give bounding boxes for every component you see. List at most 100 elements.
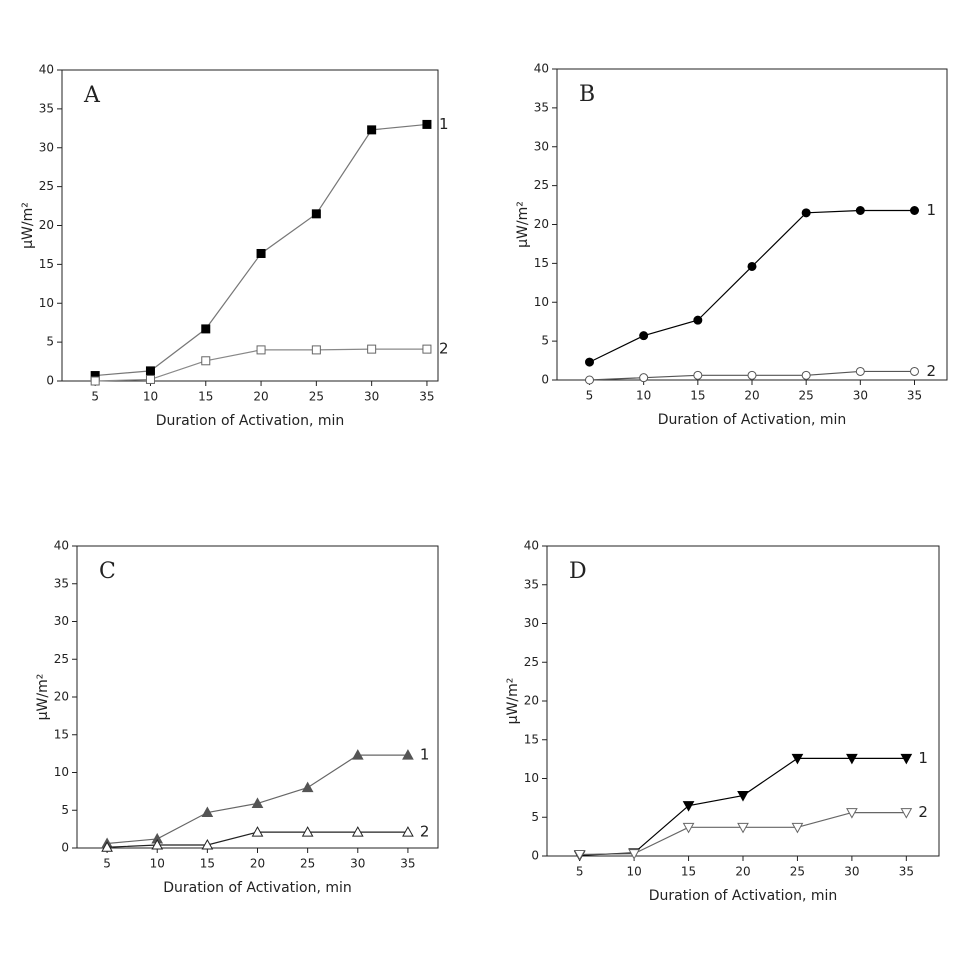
subplot: 0 5 10 15 20 25 30 35 40 5 10 15 20 25 30 35 Duration of…: [515, 62, 948, 428]
marker: [256, 248, 266, 258]
y-axis-label: μW/m²: [20, 202, 36, 249]
marker: [573, 849, 586, 861]
marker: [402, 749, 414, 760]
y-tick-label: 40: [39, 63, 54, 77]
series-name: 1: [420, 746, 430, 764]
marker: [351, 826, 364, 837]
marker: [747, 370, 757, 380]
marker: [367, 344, 377, 354]
marker: [145, 366, 155, 376]
marker: [251, 797, 264, 808]
marker: [682, 822, 695, 834]
series-name: 1: [439, 115, 449, 133]
y-tick-label: 30: [524, 616, 539, 630]
plot-frame: [556, 68, 948, 381]
x-tick-label: 5: [586, 389, 594, 403]
marker: [639, 331, 649, 341]
series-line: [579, 757, 907, 856]
x-tick-label: 15: [681, 865, 696, 879]
series-line: [589, 209, 915, 363]
y-tick-label: 35: [54, 576, 69, 590]
x-tick-label: 25: [799, 389, 814, 403]
x-tick-label: 20: [253, 390, 268, 404]
marker: [311, 209, 321, 219]
marker: [693, 315, 703, 325]
y-tick-label: 10: [534, 295, 549, 309]
panel-label: D: [569, 559, 587, 584]
marker: [256, 345, 266, 355]
x-axis-label: Duration of Activation, min: [156, 413, 345, 429]
y-tick-label: 15: [524, 732, 539, 746]
x-tick-label: 15: [690, 389, 705, 403]
marker: [585, 375, 594, 385]
x-tick-label: 20: [744, 389, 759, 403]
series-name: 2: [927, 362, 937, 380]
marker: [855, 206, 865, 216]
y-tick-label: 10: [39, 296, 54, 310]
y-axis-label: μW/m²: [35, 674, 51, 721]
y-tick-label: 35: [39, 101, 54, 115]
marker: [201, 838, 214, 850]
x-tick-label: 35: [419, 390, 434, 404]
y-tick-label: 30: [39, 140, 54, 154]
marker: [846, 753, 858, 765]
series-name: 2: [420, 823, 430, 841]
y-tick-label: 25: [54, 652, 69, 666]
marker: [791, 822, 804, 834]
series-line: [579, 812, 907, 856]
y-tick-label: 0: [531, 849, 539, 863]
marker: [367, 125, 377, 135]
x-tick-label: 35: [400, 857, 415, 871]
marker: [910, 206, 919, 216]
x-tick-label: 10: [626, 865, 641, 879]
x-tick-label: 30: [844, 865, 859, 879]
marker: [251, 826, 264, 837]
marker: [351, 749, 364, 760]
y-tick-label: 35: [534, 100, 549, 114]
marker: [639, 373, 649, 383]
subplot: 0 5 10 15 20 25 30 35 40 5 10 15 20 25 30 35 Duration of…: [505, 539, 940, 904]
x-tick-label: 20: [250, 857, 265, 871]
y-tick-label: 20: [39, 218, 54, 232]
y-axis-label: μW/m²: [505, 678, 521, 725]
x-tick-label: 35: [907, 389, 922, 403]
y-tick-label: 40: [54, 539, 69, 553]
marker: [737, 822, 749, 834]
y-tick-label: 10: [54, 765, 69, 779]
x-tick-label: 5: [576, 865, 584, 879]
y-tick-label: 25: [524, 655, 539, 669]
marker: [693, 370, 703, 380]
y-tick-label: 40: [524, 539, 539, 553]
marker: [422, 344, 432, 354]
marker: [301, 781, 314, 793]
plot-frame: [61, 69, 439, 382]
x-tick-label: 25: [309, 390, 324, 404]
y-tick-label: 25: [534, 178, 549, 192]
series-name: 2: [439, 340, 449, 358]
y-tick-label: 30: [534, 139, 549, 153]
y-tick-label: 15: [39, 257, 54, 271]
marker: [682, 801, 695, 812]
x-tick-label: 25: [300, 857, 315, 871]
marker: [422, 119, 432, 129]
marker: [900, 753, 913, 765]
series-name: 1: [918, 749, 928, 767]
y-tick-label: 15: [54, 727, 69, 741]
marker: [747, 261, 757, 271]
x-tick-label: 5: [91, 390, 99, 404]
marker: [628, 849, 640, 860]
x-tick-label: 10: [143, 390, 158, 404]
marker: [201, 356, 211, 366]
marker: [101, 841, 113, 852]
marker: [151, 838, 164, 850]
marker: [311, 345, 321, 355]
y-tick-label: 5: [46, 335, 54, 349]
x-tick-label: 35: [899, 865, 914, 879]
x-tick-label: 30: [350, 857, 365, 871]
x-tick-label: 30: [364, 390, 379, 404]
subplot: 0 5 10 15 20 25 30 35 40 5 10 15 20 25 30 35 Duration of…: [35, 539, 439, 896]
marker: [910, 366, 919, 376]
y-tick-label: 20: [54, 690, 69, 704]
marker: [791, 753, 804, 765]
